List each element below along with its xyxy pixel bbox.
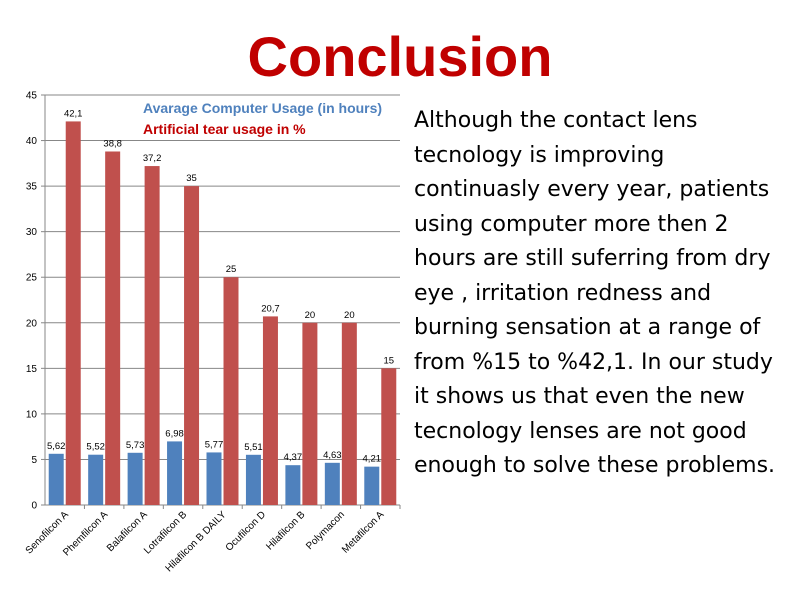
data-label: 20,7 xyxy=(261,303,280,314)
bar-computer-usage xyxy=(167,441,183,505)
bar-computer-usage xyxy=(245,454,261,505)
bar-artificial-tear xyxy=(144,166,160,506)
bar-computer-usage xyxy=(324,462,340,505)
x-tick-label: Ocufilcon D xyxy=(224,509,268,553)
y-tick-label: 35 xyxy=(26,182,38,193)
data-label: 5,52 xyxy=(86,442,105,453)
y-tick-label: 20 xyxy=(26,318,38,329)
x-tick-label: Polymacon xyxy=(304,509,347,552)
y-tick-label: 30 xyxy=(26,227,38,238)
y-tick-label: 5 xyxy=(31,455,37,466)
bar-artificial-tear xyxy=(105,151,121,505)
bar-computer-usage xyxy=(88,454,104,505)
data-label: 20 xyxy=(344,310,355,321)
data-label: 5,73 xyxy=(126,440,145,451)
bar-computer-usage xyxy=(206,452,222,505)
data-label: 35 xyxy=(186,173,197,184)
y-tick-label: 10 xyxy=(26,409,38,420)
y-tick-label: 15 xyxy=(26,364,38,375)
y-tick-label: 25 xyxy=(26,273,38,284)
data-label: 4,63 xyxy=(323,450,342,461)
bar-computer-usage xyxy=(285,465,301,505)
bar-artificial-tear xyxy=(341,322,357,505)
gridlines xyxy=(45,94,400,460)
bar-artificial-tear xyxy=(65,121,81,505)
data-label: 6,98 xyxy=(165,428,184,439)
data-label: 15 xyxy=(383,355,394,366)
conclusion-text: Although the contact lens tecnology is i… xyxy=(414,108,776,478)
x-tick-label: Metafilcon A xyxy=(340,509,387,556)
slide-title: Conclusion xyxy=(247,25,553,88)
bar-artificial-tear xyxy=(223,277,239,505)
bar-computer-usage xyxy=(364,466,380,505)
bar-computer-usage xyxy=(48,453,64,505)
data-labels: 5,62 42,1 5,52 38,8 5,73 37,2 6,98 35 5,77 25 5,51… xyxy=(47,108,394,464)
data-label: 5,77 xyxy=(205,439,224,450)
bar-computer-usage xyxy=(127,452,143,505)
data-label: 4,21 xyxy=(363,454,382,465)
bar-artificial-tear xyxy=(184,186,200,505)
legend: Avarage Computer Usage (in hours) Artifi… xyxy=(143,100,382,137)
data-label: 38,8 xyxy=(103,138,122,149)
y-tick-label: 0 xyxy=(31,501,37,512)
bar-artificial-tear xyxy=(262,316,278,505)
y-tick-label: 40 xyxy=(26,136,38,147)
legend-entry-artificial-tear: Artificial tear usage in % xyxy=(143,121,306,137)
bar-artificial-tear xyxy=(381,368,397,505)
legend-entry-computer-usage: Avarage Computer Usage (in hours) xyxy=(143,100,382,116)
data-label: 5,62 xyxy=(47,441,66,452)
data-label: 25 xyxy=(226,264,237,275)
data-label: 5,51 xyxy=(244,442,263,453)
bars xyxy=(48,121,397,506)
y-tick-label: 45 xyxy=(26,91,38,102)
data-label: 37,2 xyxy=(143,153,162,164)
bar-artificial-tear xyxy=(302,322,318,505)
data-label: 4,37 xyxy=(284,452,303,463)
data-label: 42,1 xyxy=(64,108,83,119)
x-tick-label: Hilafilcon B xyxy=(264,509,307,552)
data-label: 20 xyxy=(305,310,316,321)
